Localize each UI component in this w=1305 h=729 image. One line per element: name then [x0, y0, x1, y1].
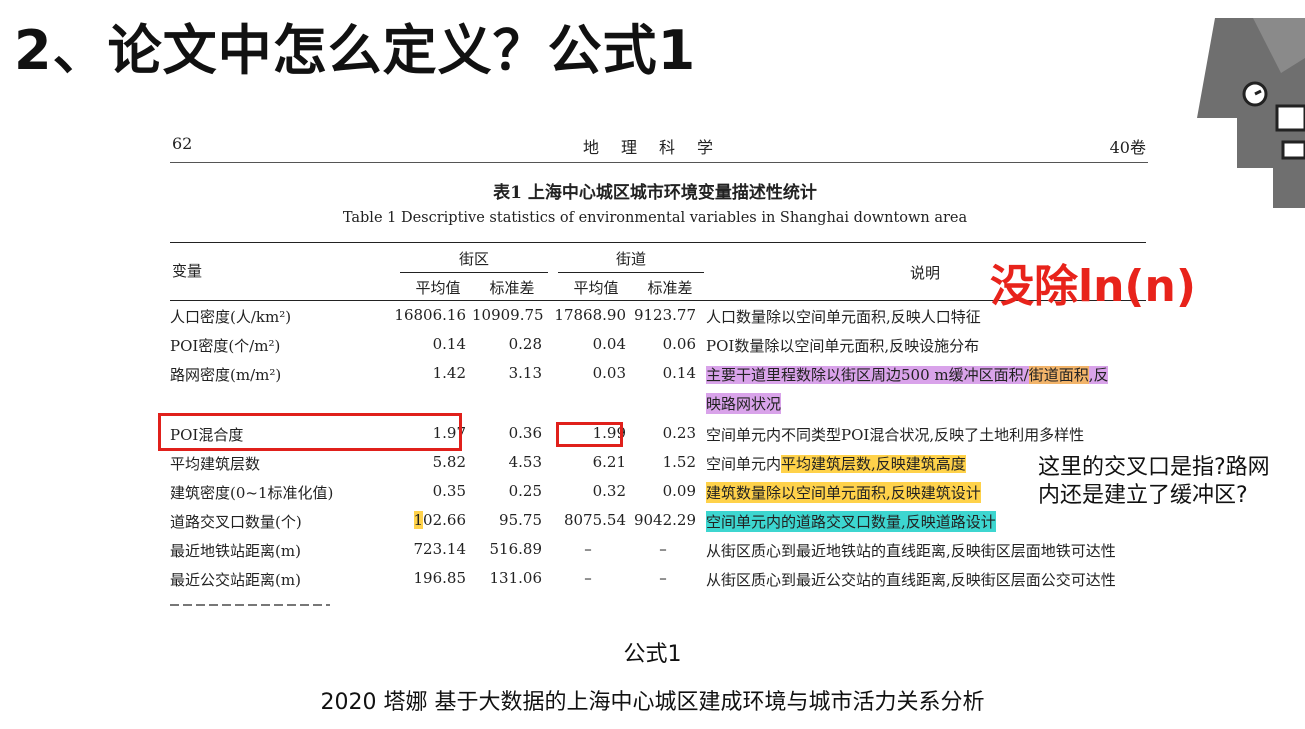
description-continuation: 映路网状况: [706, 393, 782, 414]
street-sd-cell: 0.14: [662, 364, 696, 382]
figure-caption: 公式1: [623, 642, 682, 667]
header-description: 说明: [910, 264, 941, 282]
street-mean-cell: 1.99: [592, 424, 626, 442]
highlight-purple: ,反: [1088, 366, 1109, 384]
header-block-mean: 平均值: [415, 279, 461, 297]
street-sd-cell: 1.52: [662, 453, 696, 471]
description-cell: 空间单元内不同类型POI混合状况,反映了土地利用多样性: [706, 426, 1085, 444]
description-cell: 空间单元内的道路交叉口数量,反映道路设计: [706, 511, 996, 532]
block-mean-cell: 0.35: [432, 482, 466, 500]
table-row: 路网密度(m/m²) 1.42 3.13 0.03 0.14 主要干道里程数除以…: [160, 360, 1150, 416]
street-sd-cell: 0.23: [662, 424, 696, 442]
table-title-zh: 表1 上海中心城区城市环境变量描述性统计: [493, 183, 817, 203]
redbox-poi-mix-block: [158, 413, 462, 451]
citation-line: 2020 塔娜 基于大数据的上海中心城区建成环境与城市活力关系分析: [320, 690, 985, 715]
variable-cell: 平均建筑层数: [170, 455, 261, 473]
annotation-question: 这里的交叉口是指?路网内还是建立了缓冲区?: [1038, 455, 1270, 508]
block-sd-cell: 0.25: [508, 482, 542, 500]
description-cell: 建筑数量除以空间单元面积,反映建筑设计: [706, 482, 981, 503]
block-sd-cell: 95.75: [499, 511, 542, 529]
slide-title: 2、论文中怎么定义？公式1: [14, 19, 697, 82]
block-mean-rest: 02.66: [423, 511, 466, 529]
description-cell: 人口数量除以空间单元面积,反映人口特征: [706, 308, 981, 326]
block-mean-cell: 102.66: [390, 511, 466, 529]
variable-cell: 人口密度(人/km²): [170, 308, 292, 326]
street-mean-cell: 6.21: [592, 453, 626, 471]
block-sd-cell: 0.28: [508, 335, 542, 353]
variable-cell: 道路交叉口数量(个): [170, 513, 302, 531]
description-cell: 从街区质心到最近公交站的直线距离,反映街区层面公交可达性: [706, 571, 1116, 589]
block-sd-cell: 0.36: [508, 424, 542, 442]
variable-cell: 最近地铁站距离(m): [170, 542, 301, 560]
description-plain: 空间单元内: [706, 455, 782, 473]
table-top-rule: [170, 242, 1146, 243]
variable-cell: POI混合度: [170, 426, 244, 444]
highlight-purple: 主要干道里程数除以街区周边500 m缓冲区面积/: [706, 366, 1029, 384]
block-mean-cell: 723.14: [413, 540, 467, 558]
table-row: 建筑密度(0~1标准化值) 0.35 0.25 0.32 0.09 建筑数量除以…: [160, 478, 1150, 506]
street-sd-cell: 9042.29: [633, 511, 696, 529]
table-row: 最近地铁站距离(m) 723.14 516.89 – – 从街区质心到最近地铁站…: [160, 536, 1150, 564]
street-mean-cell: –: [584, 540, 592, 558]
street-sd-cell: 0.09: [662, 482, 696, 500]
header-bottom-rule: [170, 300, 1146, 301]
header-block: 街区: [458, 250, 489, 268]
street-mean-cell: 17868.90: [554, 306, 626, 324]
street-mean-cell: 0.32: [592, 482, 626, 500]
table-row: POI混合度 1.97 0.36 1.99 0.23 空间单元内不同类型POI混…: [160, 420, 1150, 448]
highlight-yellow: 平均建筑层数,反映建筑高度: [781, 455, 966, 473]
block-mean-cell: 196.85: [413, 569, 467, 587]
table-row: 人口密度(人/km²) 16806.16 10909.75 17868.90 9…: [160, 302, 1150, 330]
redbox-poi-mix-street: [556, 422, 623, 447]
variable-cell: POI密度(个/m²): [170, 337, 281, 355]
paper-excerpt: 62 地理科学 40卷 表1 上海中心城区城市环境变量描述性统计 Table 1…: [160, 120, 1150, 610]
cartoon-mascot-image: [1197, 18, 1305, 208]
running-head: 62 地理科学 40卷: [170, 134, 1148, 163]
annotation-ln-note: 没除ln(n): [990, 261, 1196, 312]
variable-cell: 最近公交站距离(m): [170, 571, 301, 589]
highlight-orange: 街道面积: [1028, 366, 1089, 384]
header-street-rule: [558, 272, 704, 273]
journal-name: 地理科学: [582, 138, 735, 157]
table-title-en: Table 1 Descriptive statistics of enviro…: [342, 210, 968, 226]
cutoff-row-fragment: [170, 601, 1140, 609]
header-block-sd: 标准差: [489, 279, 535, 297]
block-sd-cell: 131.06: [489, 569, 543, 587]
block-mean-cell: 1.97: [432, 424, 466, 442]
street-mean-cell: 0.04: [592, 335, 626, 353]
block-mean-cell: 16806.16: [394, 306, 466, 324]
table-row: POI密度(个/m²) 0.14 0.28 0.04 0.06 POI数量除以空…: [160, 331, 1150, 359]
block-sd-cell: 516.89: [489, 540, 543, 558]
table-row: 道路交叉口数量(个) 102.66 95.75 8075.54 9042.29 …: [160, 507, 1150, 535]
header-street: 街道: [615, 250, 646, 268]
street-sd-cell: –: [659, 540, 667, 558]
page-number: 62: [172, 134, 193, 153]
block-mean-cell: 1.42: [432, 364, 466, 382]
variable-cell: 建筑密度(0~1标准化值): [170, 484, 334, 502]
description-cell: 空间单元内平均建筑层数,反映建筑高度: [706, 453, 966, 474]
table-row: 最近公交站距离(m) 196.85 131.06 – – 从街区质心到最近公交站…: [160, 565, 1150, 593]
table-row: 平均建筑层数 5.82 4.53 6.21 1.52 空间单元内平均建筑层数,反…: [160, 449, 1150, 477]
header-street-mean: 平均值: [573, 279, 619, 297]
description-cell: 主要干道里程数除以街区周边500 m缓冲区面积/街道面积,反: [706, 364, 1109, 385]
highlight-yellow: 1: [413, 511, 424, 529]
block-sd-cell: 3.13: [508, 364, 542, 382]
header-street-sd: 标准差: [647, 279, 693, 297]
street-mean-cell: –: [584, 569, 592, 587]
header-block-rule: [400, 272, 548, 273]
description-cell: 从街区质心到最近地铁站的直线距离,反映街区层面地铁可达性: [706, 542, 1116, 560]
street-mean-cell: 8075.54: [563, 511, 626, 529]
block-mean-cell: 5.82: [432, 453, 466, 471]
block-sd-cell: 10909.75: [472, 306, 544, 324]
block-mean-cell: 0.14: [432, 335, 466, 353]
description-cell: POI数量除以空间单元面积,反映设施分布: [706, 337, 980, 355]
street-sd-cell: 9123.77: [633, 306, 696, 324]
variable-cell: 路网密度(m/m²): [170, 366, 282, 384]
volume-label: 40卷: [1109, 138, 1146, 157]
street-sd-cell: 0.06: [662, 335, 696, 353]
block-sd-cell: 4.53: [508, 453, 542, 471]
street-sd-cell: –: [659, 569, 667, 587]
header-variable: 变量: [172, 262, 203, 280]
street-mean-cell: 0.03: [592, 364, 626, 382]
